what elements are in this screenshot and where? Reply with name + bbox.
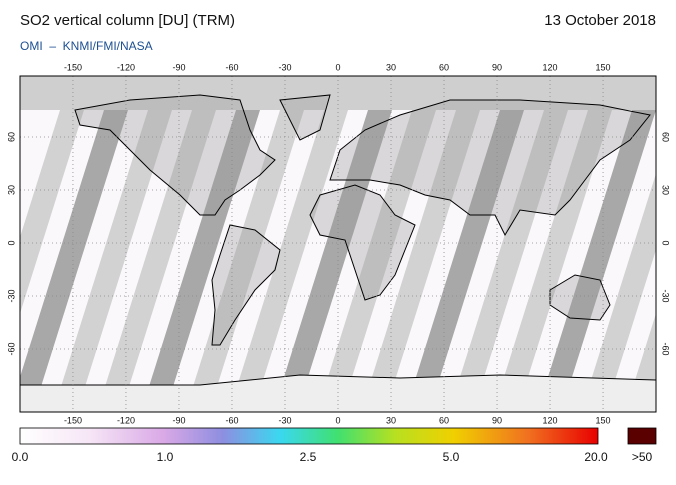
graticule	[20, 76, 656, 412]
latitude-label-right: 30	[661, 185, 671, 195]
longitude-label-top: -150	[64, 62, 82, 72]
latitude-label-left: -60	[6, 343, 16, 356]
longitude-label-top: -90	[172, 62, 185, 72]
credit: OMI – KNMI/FMI/NASA	[20, 39, 153, 53]
longitude-label-top: 60	[439, 62, 449, 72]
colorbar-label: 20.0	[584, 450, 608, 464]
swath	[97, 110, 216, 412]
longitude-label-bottom: 0	[335, 415, 340, 425]
swath	[537, 110, 656, 412]
swath	[53, 110, 172, 412]
colorbar	[19, 427, 599, 445]
swath	[449, 110, 568, 412]
australia	[549, 274, 611, 321]
south-america	[211, 224, 281, 346]
longitude-label-bottom: 150	[596, 415, 611, 425]
swath	[20, 110, 128, 412]
north-america	[74, 94, 276, 216]
latitude-label-left: 30	[6, 185, 16, 195]
colorbar-label: 5.0	[443, 450, 460, 464]
longitude-label-top: 120	[543, 62, 558, 72]
longitude-label-top: 30	[386, 62, 396, 72]
colorbar-label: 0.0	[12, 450, 29, 464]
longitude-label-bottom: -60	[225, 415, 238, 425]
swath	[273, 110, 392, 412]
longitude-label-bottom: -90	[172, 415, 185, 425]
greenland	[279, 94, 331, 141]
colorbar-overflow	[627, 427, 657, 445]
swath	[405, 110, 524, 412]
eurasia	[329, 99, 651, 237]
latitude-label-right: -30	[661, 290, 671, 303]
swath	[141, 110, 260, 412]
longitude-label-top: -60	[225, 62, 238, 72]
longitude-label-bottom: 60	[439, 415, 449, 425]
map-labels: -150 -150 -120 -120 -90 -90 -60 -60 -30 -30 0 0 30 30…	[6, 62, 670, 425]
latitude-label-right: -60	[661, 343, 671, 356]
longitude-label-bottom: -150	[64, 415, 82, 425]
latitude-label-right: 60	[661, 132, 671, 142]
longitude-label-top: -30	[278, 62, 291, 72]
colorbar-overflow-label: >50	[632, 450, 653, 464]
colorbar-label: 1.0	[157, 450, 174, 464]
map	[20, 76, 656, 412]
swath	[317, 110, 436, 412]
longitude-label-top: 0	[335, 62, 340, 72]
latitude-label-left: 60	[6, 132, 16, 142]
colorbar-label: 2.5	[300, 450, 317, 464]
longitude-label-bottom: 90	[492, 415, 502, 425]
date: 13 October 2018	[544, 12, 656, 29]
longitude-label-bottom: 120	[543, 415, 558, 425]
map-frame	[19, 75, 657, 413]
longitude-label-top: 90	[492, 62, 502, 72]
latitude-label-left: 0	[6, 240, 16, 245]
africa	[309, 184, 416, 301]
colorbar-labels: 0.0 1.0 2.5 5.0 20.0	[12, 450, 608, 464]
longitude-label-top: -120	[117, 62, 135, 72]
longitude-label-bottom: 30	[386, 415, 396, 425]
swath	[229, 110, 348, 412]
swath	[185, 110, 304, 412]
latitude-label-right: 0	[661, 240, 671, 245]
latitude-label-left: -30	[6, 290, 16, 303]
longitude-label-bottom: -30	[278, 415, 291, 425]
swath	[493, 110, 612, 412]
longitude-label-bottom: -120	[117, 415, 135, 425]
title: SO2 vertical column [DU] (TRM)	[20, 12, 235, 29]
longitude-label-top: 150	[596, 62, 611, 72]
swath	[20, 110, 84, 314]
swath	[581, 173, 656, 412]
